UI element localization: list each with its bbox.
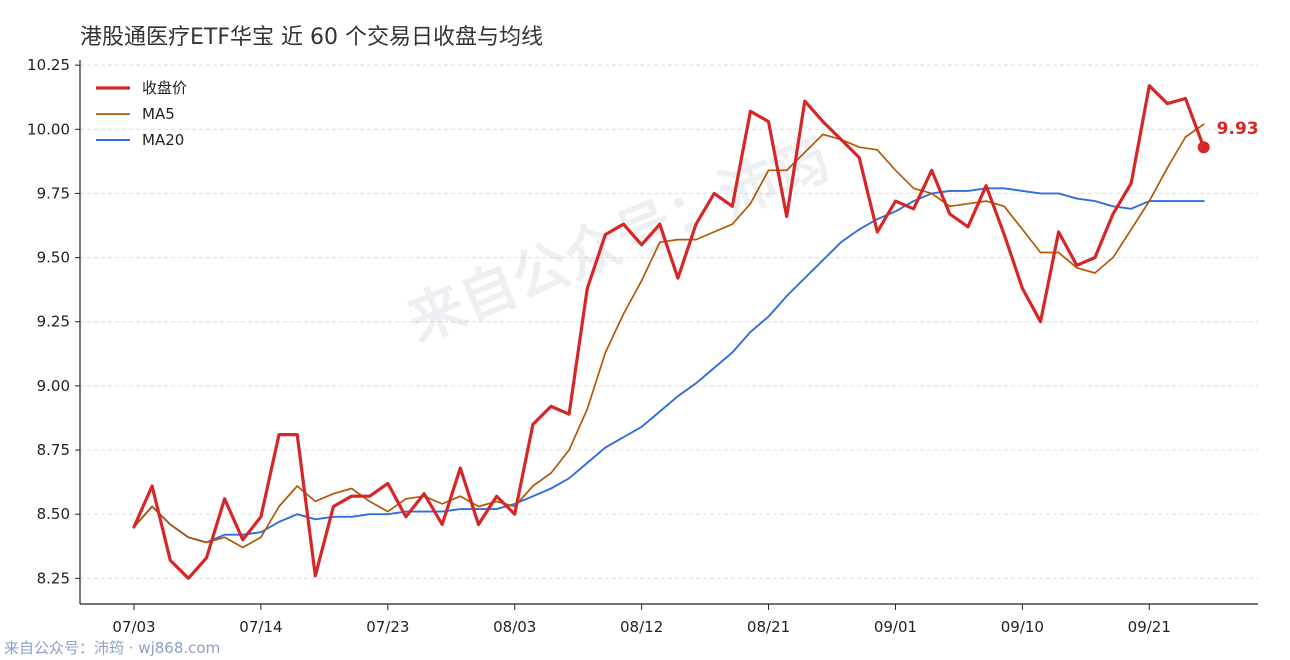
x-tick-label: 09/01 [874, 618, 917, 636]
y-tick-label: 8.50 [37, 505, 70, 523]
watermark-text: 来自公众号：沛筠 [399, 127, 839, 355]
y-tick-label: 9.75 [37, 184, 70, 202]
y-tick-label: 10.00 [27, 120, 70, 138]
x-tick-label: 07/03 [112, 618, 155, 636]
series-line-close [132, 84, 1206, 580]
series-lines: 9.93 [132, 84, 1259, 580]
y-tick-label: 9.00 [37, 377, 70, 395]
chart-title: 港股通医疗ETF华宝 近 60 个交易日收盘与均线 [80, 25, 543, 50]
x-tick-label: 08/03 [493, 618, 536, 636]
grid-lines [80, 64, 1258, 579]
series-line-ma20 [133, 187, 1205, 544]
legend: 收盘价 MA5 MA20 [96, 79, 187, 149]
x-tick-label: 07/14 [239, 618, 282, 636]
y-tick-label: 9.25 [37, 313, 70, 331]
x-tick-label: 07/23 [366, 618, 409, 636]
legend-label-ma20: MA20 [142, 131, 184, 149]
last-close-point [1197, 141, 1210, 154]
x-tick-label: 08/12 [620, 618, 663, 636]
last-close-label: 9.93 [1217, 119, 1259, 139]
y-tick-label: 8.75 [37, 441, 70, 459]
legend-label-close: 收盘价 [142, 79, 187, 97]
x-tick-label: 09/10 [1001, 618, 1044, 636]
y-tick-label: 9.50 [37, 249, 70, 267]
axes: 8.25 8.50 8.75 9.00 9.25 9.50 9.75 10.00 10.25 07… [27, 56, 1258, 636]
y-tick-label: 8.25 [37, 569, 70, 587]
series-line-ma5 [133, 123, 1205, 549]
footer-source: 来自公众号：沛筠 · wj868.com [4, 639, 220, 657]
x-tick-label: 09/21 [1128, 618, 1171, 636]
y-tick-label: 10.25 [27, 56, 70, 74]
x-tick-label: 08/21 [747, 618, 790, 636]
legend-label-ma5: MA5 [142, 105, 175, 123]
